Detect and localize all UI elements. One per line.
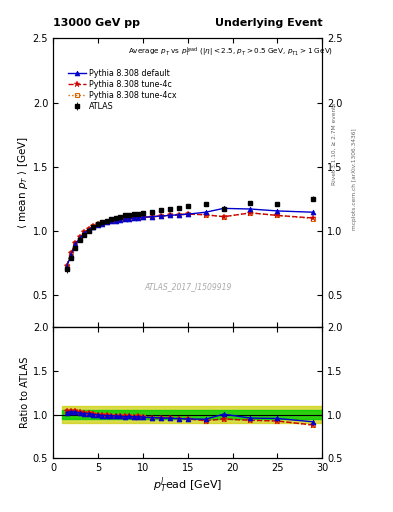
Pythia 8.308 default — [109, 218, 114, 224]
Pythia 8.308 tune-4cx — [140, 215, 145, 221]
Pythia 8.308 default — [185, 211, 190, 217]
Pythia 8.308 tune-4c — [167, 212, 172, 219]
Pythia 8.308 tune-4c — [311, 215, 316, 221]
Text: Underlying Event: Underlying Event — [215, 18, 322, 28]
Line: Pythia 8.308 tune-4c: Pythia 8.308 tune-4c — [63, 210, 316, 269]
Pythia 8.308 tune-4c — [203, 212, 208, 218]
Pythia 8.308 default — [82, 230, 87, 237]
Text: 13000 GeV pp: 13000 GeV pp — [53, 18, 140, 28]
Pythia 8.308 default — [95, 222, 100, 228]
Pythia 8.308 tune-4c — [69, 250, 73, 257]
Pythia 8.308 default — [158, 213, 163, 219]
Pythia 8.308 default — [118, 217, 123, 223]
Pythia 8.308 tune-4c — [185, 211, 190, 217]
Text: Rivet 3.1.10, ≥ 2.7M events: Rivet 3.1.10, ≥ 2.7M events — [332, 102, 337, 185]
Pythia 8.308 default — [140, 215, 145, 221]
Pythia 8.308 tune-4cx — [158, 213, 163, 219]
Pythia 8.308 tune-4cx — [118, 216, 123, 222]
Pythia 8.308 tune-4c — [132, 215, 136, 221]
Pythia 8.308 tune-4cx — [95, 221, 100, 227]
Pythia 8.308 tune-4c — [78, 233, 83, 240]
Pythia 8.308 tune-4cx — [69, 250, 73, 257]
Pythia 8.308 tune-4cx — [275, 212, 280, 219]
Pythia 8.308 tune-4c — [176, 212, 181, 218]
Pythia 8.308 tune-4c — [95, 221, 100, 227]
Pythia 8.308 tune-4c — [149, 214, 154, 220]
Pythia 8.308 tune-4c — [140, 215, 145, 221]
Pythia 8.308 tune-4cx — [73, 240, 78, 246]
Pythia 8.308 tune-4cx — [123, 216, 127, 222]
Pythia 8.308 tune-4c — [123, 216, 127, 222]
Pythia 8.308 tune-4cx — [109, 218, 114, 224]
Pythia 8.308 tune-4cx — [311, 216, 316, 222]
Pythia 8.308 tune-4c — [118, 216, 123, 222]
Pythia 8.308 default — [127, 216, 132, 222]
Pythia 8.308 tune-4cx — [149, 214, 154, 220]
Pythia 8.308 tune-4c — [248, 210, 253, 216]
Pythia 8.308 default — [275, 208, 280, 214]
Pythia 8.308 default — [132, 215, 136, 221]
Pythia 8.308 tune-4cx — [185, 210, 190, 217]
Pythia 8.308 tune-4cx — [114, 217, 118, 223]
Pythia 8.308 default — [105, 220, 109, 226]
Legend: Pythia 8.308 default, Pythia 8.308 tune-4c, Pythia 8.308 tune-4cx, ATLAS: Pythia 8.308 default, Pythia 8.308 tune-… — [65, 66, 180, 114]
Pythia 8.308 tune-4c — [73, 240, 78, 246]
Pythia 8.308 tune-4cx — [105, 219, 109, 225]
Pythia 8.308 default — [100, 221, 105, 227]
Pythia 8.308 default — [69, 251, 73, 258]
Pythia 8.308 tune-4c — [64, 263, 69, 269]
Pythia 8.308 tune-4c — [136, 215, 141, 221]
Pythia 8.308 default — [248, 206, 253, 212]
Pythia 8.308 default — [91, 224, 96, 230]
Pythia 8.308 default — [86, 226, 91, 232]
Pythia 8.308 tune-4cx — [132, 215, 136, 221]
Pythia 8.308 tune-4c — [100, 220, 105, 226]
Y-axis label: Ratio to ATLAS: Ratio to ATLAS — [20, 357, 30, 429]
Pythia 8.308 default — [136, 215, 141, 221]
Pythia 8.308 tune-4cx — [221, 214, 226, 220]
Pythia 8.308 tune-4c — [221, 214, 226, 220]
Pythia 8.308 tune-4c — [91, 223, 96, 229]
Pythia 8.308 default — [64, 264, 69, 270]
Pythia 8.308 default — [176, 212, 181, 218]
Pythia 8.308 default — [203, 209, 208, 216]
Pythia 8.308 tune-4cx — [64, 263, 69, 269]
Pythia 8.308 tune-4c — [109, 218, 114, 224]
Pythia 8.308 tune-4cx — [176, 212, 181, 218]
Y-axis label: $\langle$ mean $p_T$ $\rangle$ [GeV]: $\langle$ mean $p_T$ $\rangle$ [GeV] — [16, 136, 30, 229]
Pythia 8.308 tune-4cx — [91, 223, 96, 229]
Pythia 8.308 tune-4cx — [248, 210, 253, 216]
Line: Pythia 8.308 default: Pythia 8.308 default — [64, 206, 316, 270]
Pythia 8.308 tune-4cx — [127, 215, 132, 221]
Pythia 8.308 tune-4c — [114, 217, 118, 223]
Pythia 8.308 default — [149, 214, 154, 220]
Text: Average $p_T$ vs $p_T^{\rm lead}$ ($|\eta|<2.5$, $p_T>0.5$ GeV, $p_{T1}>1$ GeV): Average $p_T$ vs $p_T^{\rm lead}$ ($|\et… — [129, 46, 334, 59]
Pythia 8.308 tune-4c — [82, 229, 87, 235]
Pythia 8.308 tune-4c — [127, 215, 132, 221]
Pythia 8.308 default — [167, 212, 172, 219]
Pythia 8.308 tune-4cx — [136, 215, 141, 221]
Pythia 8.308 default — [311, 209, 316, 216]
Pythia 8.308 tune-4cx — [203, 212, 208, 218]
Pythia 8.308 default — [123, 216, 127, 222]
Pythia 8.308 tune-4cx — [78, 233, 83, 240]
Pythia 8.308 tune-4cx — [86, 226, 91, 232]
Pythia 8.308 tune-4c — [105, 219, 109, 225]
Pythia 8.308 default — [73, 241, 78, 247]
Pythia 8.308 tune-4cx — [100, 220, 105, 226]
X-axis label: $p_T^l$ead [GeV]: $p_T^l$ead [GeV] — [153, 476, 222, 496]
Line: Pythia 8.308 tune-4cx: Pythia 8.308 tune-4cx — [64, 210, 316, 268]
Pythia 8.308 tune-4cx — [167, 212, 172, 219]
Pythia 8.308 tune-4cx — [82, 229, 87, 235]
Text: ATLAS_2017_I1509919: ATLAS_2017_I1509919 — [144, 282, 231, 291]
Text: mcplots.cern.ch [arXiv:1306.3436]: mcplots.cern.ch [arXiv:1306.3436] — [352, 129, 357, 230]
Pythia 8.308 tune-4c — [86, 226, 91, 232]
Pythia 8.308 tune-4c — [275, 212, 280, 219]
Pythia 8.308 default — [114, 218, 118, 224]
Pythia 8.308 default — [221, 205, 226, 211]
Pythia 8.308 tune-4c — [158, 213, 163, 219]
Pythia 8.308 default — [78, 235, 83, 241]
